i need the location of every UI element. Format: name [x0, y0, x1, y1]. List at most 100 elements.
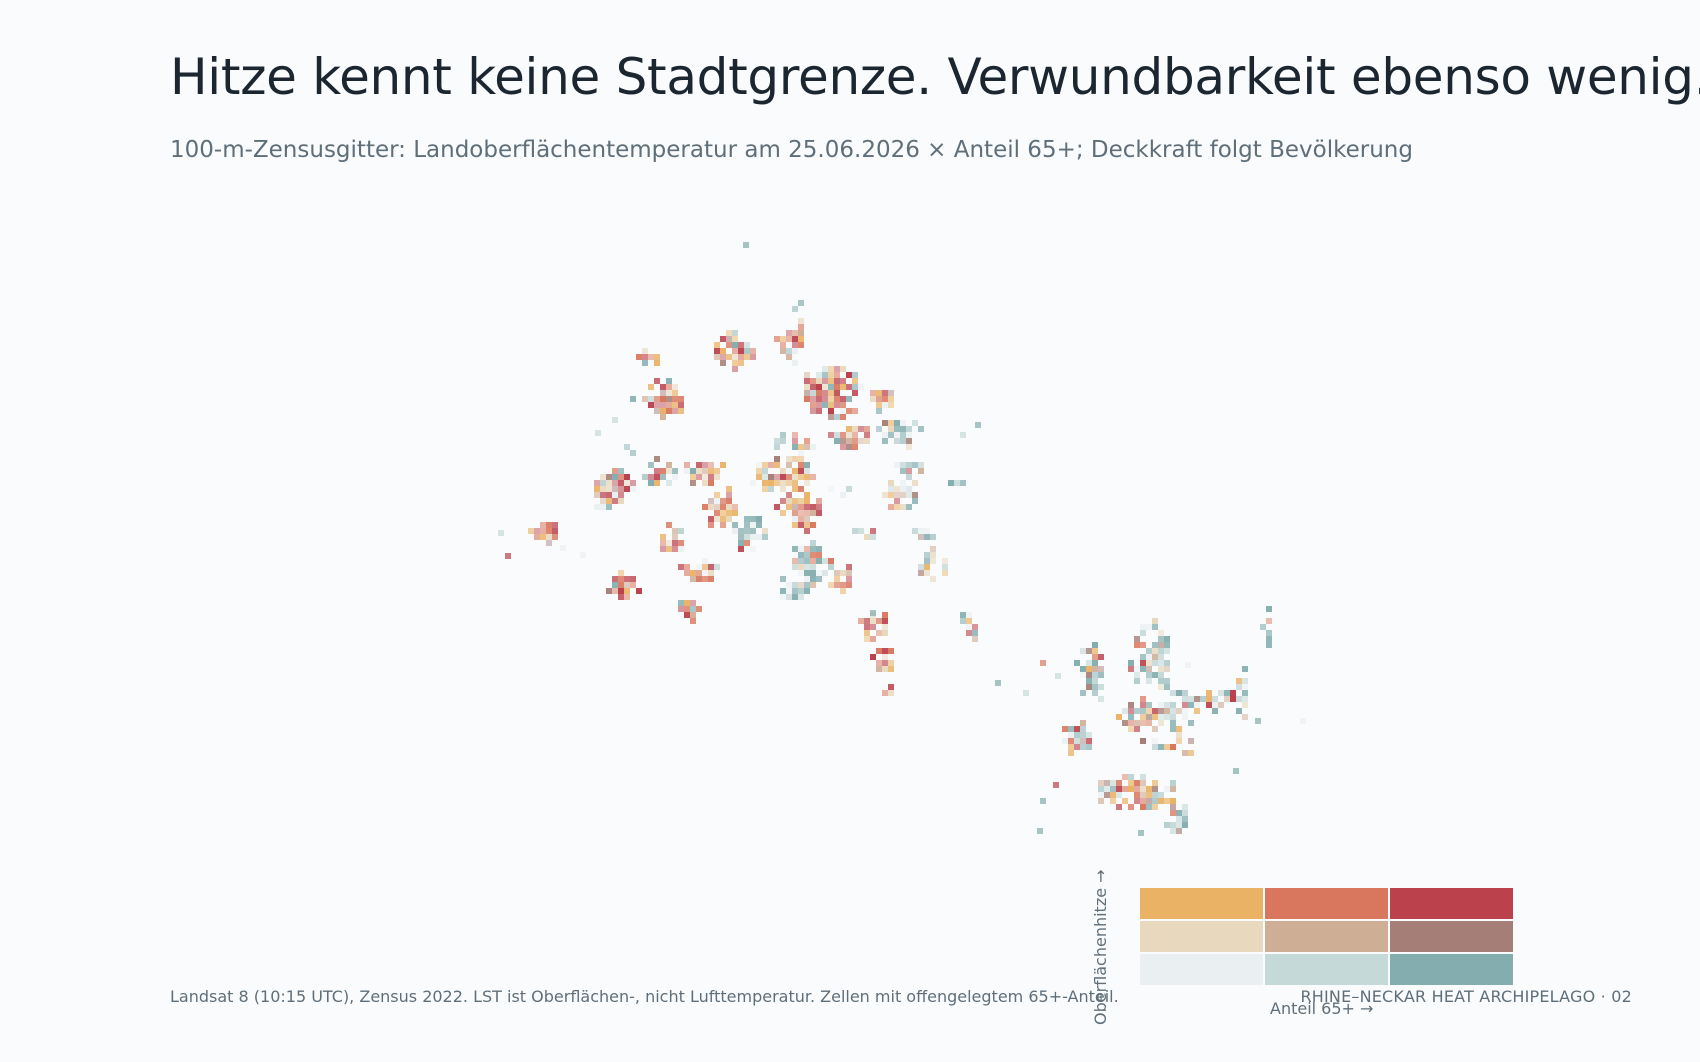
grid-cell [834, 438, 840, 444]
grid-cell [828, 372, 834, 378]
grid-cell [864, 636, 870, 642]
grid-cell [612, 498, 618, 504]
grid-cell [864, 630, 870, 636]
grid-cell [786, 480, 792, 486]
grid-cell [756, 522, 762, 528]
grid-cell [1086, 672, 1092, 678]
grid-cell [1300, 718, 1306, 724]
grid-cell [804, 462, 810, 468]
grid-cell [744, 534, 750, 540]
grid-cell [912, 528, 918, 534]
grid-cell [1092, 660, 1098, 666]
grid-cell [654, 408, 660, 414]
grid-cell [1182, 750, 1188, 756]
grid-cell [1242, 678, 1248, 684]
grid-cell [774, 438, 780, 444]
grid-cell [756, 516, 762, 522]
grid-cell [1182, 810, 1188, 816]
grid-cell [894, 462, 900, 468]
grid-cell [1140, 720, 1146, 726]
grid-cell [840, 588, 846, 594]
grid-cell [828, 432, 834, 438]
grid-cell [780, 588, 786, 594]
grid-cell [738, 540, 744, 546]
grid-cell [595, 430, 601, 436]
grid-cell [1116, 780, 1122, 786]
grid-cell [714, 468, 720, 474]
grid-cell [1152, 738, 1158, 744]
grid-cell [882, 390, 888, 396]
grid-cell [798, 510, 804, 516]
grid-cell [1092, 642, 1098, 648]
grid-cell [1152, 642, 1158, 648]
grid-cell [822, 378, 828, 384]
grid-cell [876, 630, 882, 636]
grid-cell [762, 462, 768, 468]
grid-cell [1152, 726, 1158, 732]
grid-cell [1098, 666, 1104, 672]
grid-cell [708, 570, 714, 576]
grid-cell [756, 462, 762, 468]
grid-cell [1255, 718, 1261, 724]
grid-cell [714, 492, 720, 498]
grid-cell [810, 378, 816, 384]
grid-cell [720, 354, 726, 360]
grid-cell [1170, 744, 1176, 750]
page-subtitle: 100-m-Zensusgitter: Landoberflächentempe… [170, 137, 1413, 163]
grid-cell [1230, 690, 1236, 696]
grid-cell [780, 486, 786, 492]
grid-cell [1086, 678, 1092, 684]
grid-cell [882, 690, 888, 696]
grid-cell [876, 618, 882, 624]
grid-cell [786, 330, 792, 336]
grid-cell [906, 468, 912, 474]
grid-cell [672, 402, 678, 408]
grid-cell [654, 468, 660, 474]
grid-cell [612, 417, 618, 423]
grid-cell [786, 468, 792, 474]
grid-cell [1062, 738, 1068, 744]
grid-cell [1086, 648, 1092, 654]
grid-cell [1236, 678, 1242, 684]
grid-cell [1128, 708, 1134, 714]
grid-cell [678, 564, 684, 570]
grid-cell [1146, 660, 1152, 666]
grid-cell [505, 553, 511, 559]
grid-cell [870, 396, 876, 402]
grid-cell [804, 582, 810, 588]
grid-cell [612, 576, 618, 582]
grid-cell [975, 422, 981, 428]
grid-cell [846, 570, 852, 576]
grid-cell [654, 396, 660, 402]
grid-cell [1098, 792, 1104, 798]
grid-cell [1086, 732, 1092, 738]
grid-cell [846, 426, 852, 432]
grid-cell [828, 396, 834, 402]
grid-cell [654, 474, 660, 480]
grid-cell [1176, 810, 1182, 816]
grid-cell [840, 432, 846, 438]
grid-cell [864, 432, 870, 438]
grid-cell [966, 612, 972, 618]
grid-cell [594, 480, 600, 486]
grid-cell [816, 570, 822, 576]
grid-cell [870, 636, 876, 642]
grid-cell [1134, 672, 1140, 678]
grid-cell [1158, 654, 1164, 660]
grid-cell [1068, 738, 1074, 744]
grid-cell [1098, 798, 1104, 804]
grid-cell [1170, 726, 1176, 732]
grid-cell [780, 576, 786, 582]
grid-cell [678, 408, 684, 414]
grid-cell [1134, 666, 1140, 672]
grid-cell [846, 372, 852, 378]
grid-cell [720, 510, 726, 516]
grid-cell [612, 480, 618, 486]
grid-cell [552, 522, 558, 528]
grid-cell [846, 444, 852, 450]
grid-cell [780, 342, 786, 348]
grid-cell [642, 396, 648, 402]
grid-cell [900, 486, 906, 492]
grid-cell [612, 588, 618, 594]
